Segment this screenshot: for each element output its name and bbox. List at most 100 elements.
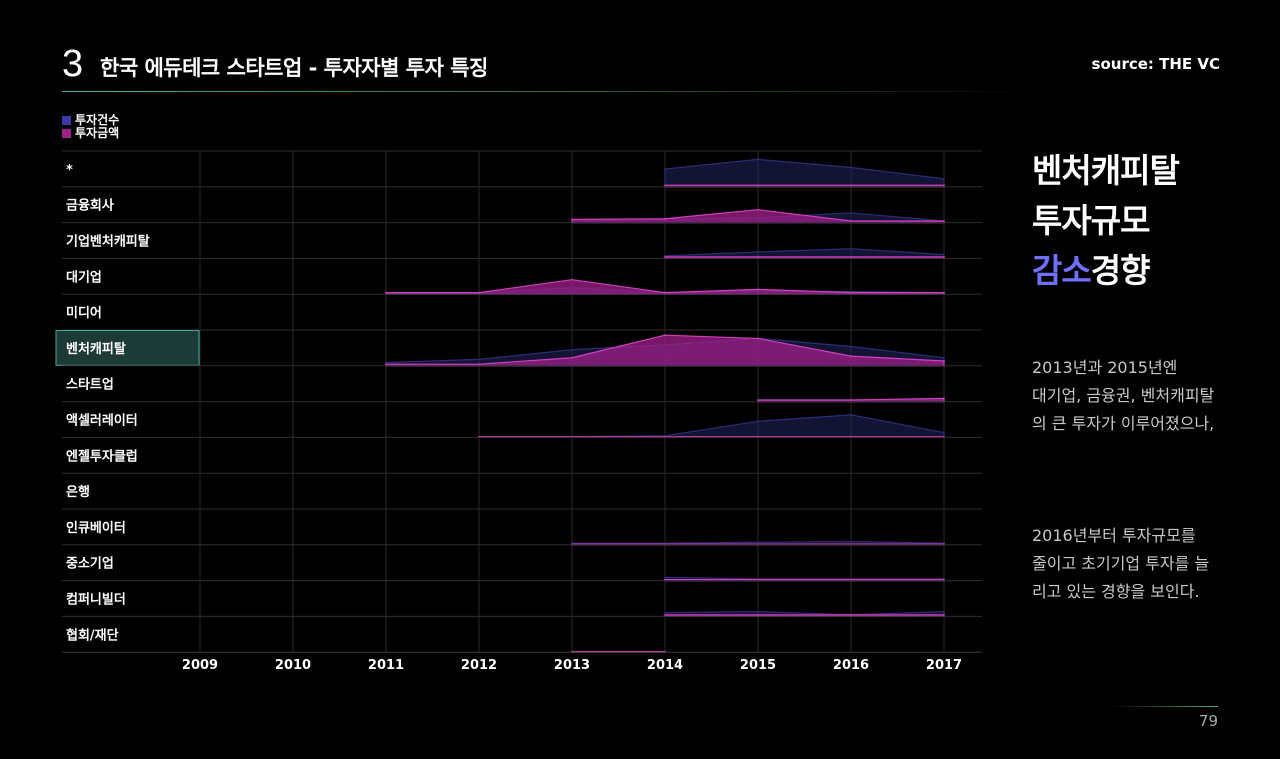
count-area-point — [757, 420, 759, 423]
amount-area-point — [571, 218, 573, 221]
description-paragraph-1: 2013년과 2015년엔 대기업, 금융권, 벤처캐피탈 의 큰 투자가 이루… — [1032, 358, 1215, 433]
amount-area-point — [478, 291, 480, 294]
row-label: 스타트업 — [66, 377, 114, 393]
row-label: 엔젤투자클럽 — [66, 448, 138, 464]
header-divider — [62, 91, 1032, 92]
count-area-point — [664, 576, 666, 579]
amount-area-point — [943, 184, 945, 186]
row-label: 대기업 — [66, 270, 102, 285]
row-label: 벤처캐피탈 — [66, 341, 126, 357]
header: 3 한국 에듀테크 스타트업 - 투자자별 투자 특징 source: THE … — [62, 44, 1222, 84]
count-area-point — [943, 431, 945, 434]
count-area-point — [850, 540, 852, 543]
amount-area-point — [664, 255, 666, 258]
count-area-point — [664, 168, 666, 170]
page-title: 한국 에듀테크 스타트업 - 투자자별 투자 특징 — [100, 56, 488, 80]
amount-area-point — [850, 613, 852, 616]
count-area-point — [850, 247, 852, 250]
amount-area-point — [757, 288, 759, 291]
amount-area-5 — [385, 334, 945, 367]
x-tick-label: 2009 — [182, 658, 218, 673]
section-number: 3 — [62, 43, 84, 85]
amount-area-point — [664, 613, 666, 616]
amount-area-point — [943, 255, 945, 258]
count-area-point — [664, 611, 666, 614]
count-area-point — [850, 414, 852, 416]
x-tick-label: 2011 — [368, 658, 404, 673]
count-area-point — [757, 158, 759, 161]
amount-area-point — [664, 334, 666, 336]
amount-area-point — [757, 255, 759, 258]
count-area-point — [943, 610, 945, 613]
x-tick-label: 2017 — [926, 658, 962, 673]
amount-area-point — [664, 184, 666, 186]
amount-area-point — [943, 360, 945, 362]
row-label: 미디어 — [66, 305, 102, 321]
amount-area-3 — [385, 279, 945, 295]
amount-area-point — [385, 363, 387, 365]
amount-area-point — [943, 220, 945, 222]
row-label: * — [66, 163, 73, 178]
side-title-rest: 경향 — [1090, 251, 1151, 290]
amount-area-point — [850, 355, 852, 357]
amount-area-point — [943, 291, 945, 294]
count-area-point — [385, 361, 387, 364]
row-label: 컴퍼니빌더 — [66, 592, 126, 608]
count-area-point — [850, 166, 852, 169]
count-area-point — [571, 348, 573, 351]
amount-area-point — [850, 291, 852, 294]
count-area-point — [757, 541, 759, 544]
amount-area-point — [757, 337, 759, 340]
count-area-7 — [478, 414, 945, 438]
amount-area-point — [943, 397, 945, 400]
side-title-line2: 투자규모 — [1032, 201, 1150, 240]
source-label: source: THE VC — [1091, 55, 1220, 73]
row-label: 중소기업 — [66, 557, 114, 572]
amount-area-point — [943, 578, 945, 581]
count-area-point — [943, 177, 945, 180]
x-tick-label: 2016 — [833, 658, 869, 673]
row-highlight — [55, 330, 200, 366]
amount-area-point — [850, 255, 852, 258]
count-area-point — [757, 610, 759, 613]
legend-item-amount: 투자금액 — [62, 127, 119, 140]
row-label: 협회/재단 — [66, 627, 119, 643]
amount-area-point — [757, 578, 759, 581]
row-label: 액셀러레이터 — [66, 413, 138, 429]
amount-area-point — [757, 613, 759, 616]
amount-area-point — [850, 184, 852, 186]
count-area-point — [478, 358, 480, 361]
legend-swatch-count — [62, 116, 71, 125]
x-tick-label: 2015 — [740, 658, 776, 673]
amount-area-point — [664, 578, 666, 581]
side-title-line3: 감소경향 — [1032, 246, 1179, 296]
count-area-point — [850, 345, 852, 348]
x-tick-label: 2010 — [275, 658, 311, 673]
amount-area-point — [850, 399, 852, 401]
amount-area-point — [757, 399, 759, 401]
x-tick-label: 2012 — [461, 658, 497, 673]
count-area-point — [757, 251, 759, 253]
investor-area-chart: * 금융회사기업벤처캐피탈대기업미디어벤처캐피탈스타트업액셀러레이터엔젤투자클럽은… — [55, 150, 982, 673]
chart-legend: 투자건수 투자금액 — [62, 114, 119, 140]
description-paragraph-2: 2016년부터 투자규모를 줄이고 초기기업 투자를 늘 리고 있는 경향을 보… — [1032, 526, 1210, 601]
side-title: 벤처캐피탈 투자규모 감소경향 — [1032, 146, 1180, 296]
legend-swatch-amount — [62, 129, 71, 138]
amount-area-point — [664, 291, 666, 294]
footer-divider — [1110, 706, 1218, 707]
amount-area-point — [478, 363, 480, 365]
amount-area-point — [571, 278, 573, 281]
count-area-point — [943, 253, 945, 256]
legend-item-count: 투자건수 — [62, 114, 119, 127]
row-label: 인큐베이터 — [66, 520, 126, 536]
amount-area-point — [850, 578, 852, 581]
x-tick-label: 2014 — [647, 658, 683, 673]
row-label: 은행 — [66, 484, 90, 500]
amount-area-point — [943, 613, 945, 616]
count-area-point — [943, 356, 945, 359]
amount-area-point — [571, 356, 573, 359]
amount-area-point — [850, 220, 852, 222]
amount-area-point — [385, 291, 387, 294]
amount-area-point — [664, 217, 666, 220]
side-title-line1: 벤처캐피탈 — [1032, 151, 1180, 190]
